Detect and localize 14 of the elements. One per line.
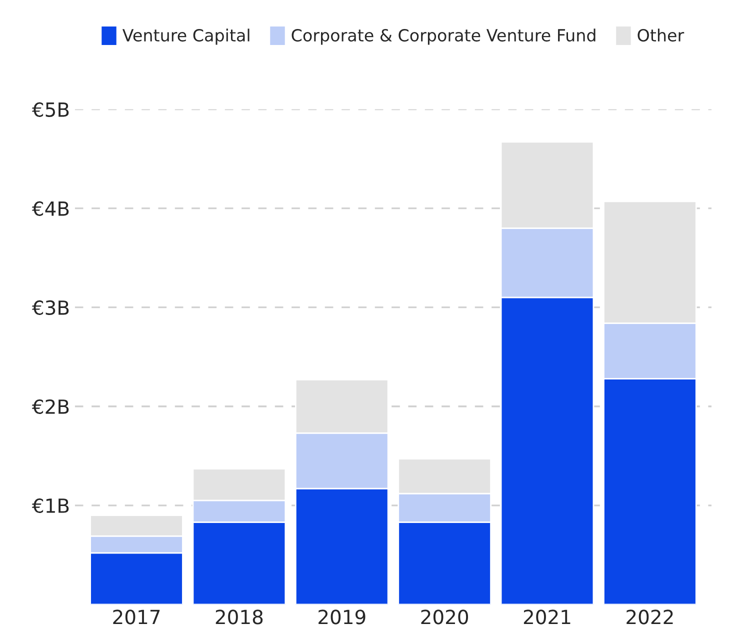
y-tick-label: €3B xyxy=(32,300,69,316)
x-tick-label: 2017 xyxy=(113,610,160,624)
y-tick-label: €1B xyxy=(32,498,69,514)
y-tick-label: €4B xyxy=(32,201,69,216)
legend-label: Corporate & Corporate Venture Fund xyxy=(292,28,596,45)
x-tick-label: 2020 xyxy=(421,610,468,624)
x-tick-label: 2022 xyxy=(626,610,673,624)
x-tick-label: 2019 xyxy=(318,610,366,624)
y-tick-label: €2B xyxy=(32,399,69,414)
legend-label: Venture Capital xyxy=(122,28,250,45)
x-tick-label: 2021 xyxy=(524,610,570,624)
legend-label: Other xyxy=(638,28,684,42)
y-tick-label: €5B xyxy=(32,102,69,117)
x-tick-label: 2018 xyxy=(216,610,263,624)
